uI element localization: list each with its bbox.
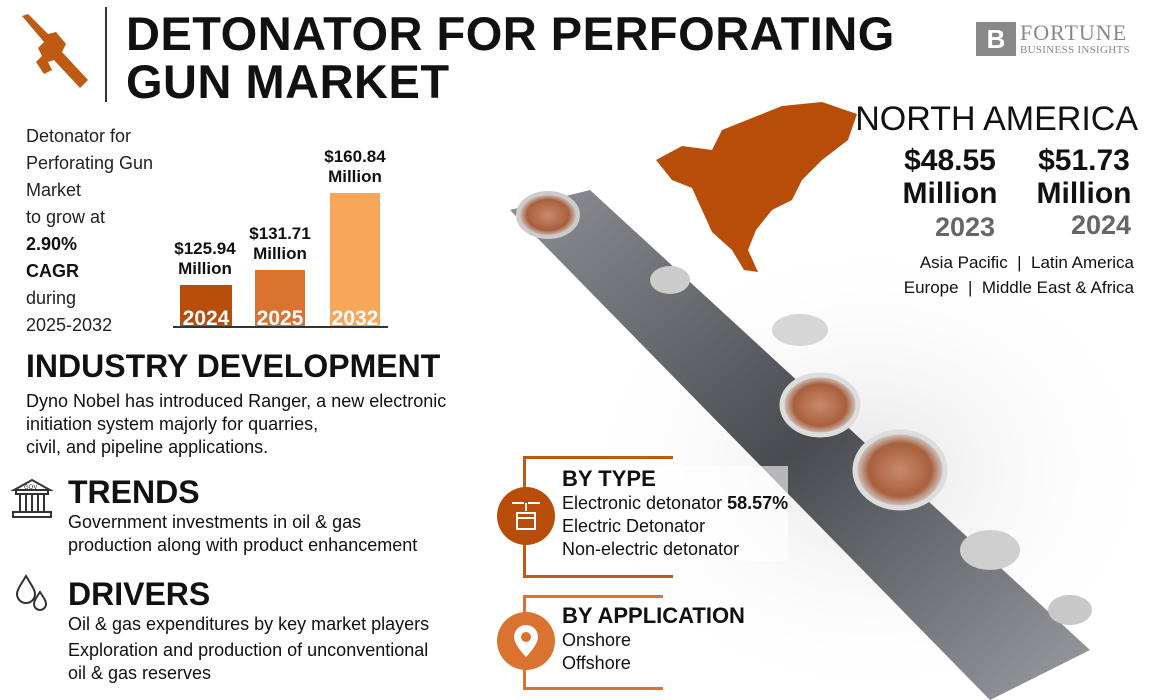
intro-text: Perforating Gun [26,153,154,173]
logo-brand: FORTUNE [1020,20,1128,45]
industry-line: Dyno Nobel has introduced Ranger, a new … [26,391,447,411]
industry-line: initiation system majorly for quarries, [26,414,319,434]
by-application-section: BY APPLICATION Onshore Offshore [562,603,745,675]
cagr-label: CAGR [26,261,79,281]
drivers-line: oil & gas reserves [68,663,212,683]
intro-text: to grow at [26,207,106,227]
value: $125.94 [174,238,236,258]
government-building-icon: GOV [10,478,54,525]
cagr-value: 2.90% [26,234,78,254]
intro-text: during [26,288,77,308]
drivers-line: Oil & gas expenditures by key market pla… [68,614,430,634]
type-item: Electronic detonator [562,493,723,513]
trends-text: Government investments in oil & gas produ… [68,511,417,557]
bar-2024: 2024 [180,284,232,330]
title-line: GUN MARKET [126,55,450,108]
by-type-heading: BY TYPE [562,466,656,491]
bar-value-label: $160.84 Million [305,147,405,187]
industry-line: civil, and pipeline applications. [26,437,269,457]
drivers-heading: DRIVERS [68,576,211,612]
industry-text: Dyno Nobel has introduced Ranger, a new … [26,390,446,459]
regions-line: Asia Pacific | Latin America [919,253,1134,272]
type-item: Electric Detonator [562,516,706,536]
other-regions: Asia Pacific | Latin America Europe | Mid… [904,250,1134,300]
year-2023: 2023 [934,212,996,242]
bar-category-label: 2025 [256,306,304,330]
divider [105,7,107,102]
year-2024: 2024 [1070,210,1132,240]
unit: Million [1036,177,1132,210]
svg-text:GOV: GOV [24,485,37,491]
region-value-2024: $51.73 Million [1014,144,1154,210]
perforating-gun-image [510,190,1160,700]
location-pin-icon [497,612,555,670]
value: $51.73 [1038,144,1130,177]
value: $160.84 [324,147,386,166]
value: $48.55 [904,144,996,177]
region-name: NORTH AMERICA [855,100,1138,138]
unit: Million [253,243,307,263]
bar-category-label: 2024 [182,306,230,330]
drivers-text: Oil & gas expenditures by key market pla… [68,613,429,685]
unit: Million [178,258,232,278]
rifle-icon [18,12,94,97]
page-title: DETONATOR FOR PERFORATING GUN MARKET [126,10,895,106]
trends-heading: TRENDS [68,474,200,510]
trends-line: production along with product enhancemen… [68,535,418,555]
intro-text: Detonator for [26,126,132,146]
chart-baseline [173,326,388,328]
oil-drops-icon [14,574,50,619]
value: $131.71 [249,223,311,243]
logo-mark: B [976,22,1016,56]
bar-2032: 2032 [330,193,380,330]
application-item: Onshore [562,630,632,650]
industry-heading: INDUSTRY DEVELOPMENT [26,348,441,384]
type-share: 58.57% [727,493,789,513]
cagr-summary: Detonator for Perforating Gun Market to … [26,123,153,339]
by-type-section: BY TYPE Electronic detonator 58.57% Elec… [562,466,789,561]
logo: B FORTUNE BUSINESS INSIGHTS [976,22,1130,56]
bar-2025: 2025 [255,269,305,330]
drivers-line: Exploration and production of unconventi… [68,640,429,660]
region-value-2023: $48.55 Million [880,144,1020,210]
unit: Million [902,177,998,210]
type-item: Non-electric detonator [562,539,740,559]
intro-text: Market [26,180,82,200]
regions-line: Europe | Middle East & Africa [903,278,1134,297]
trends-line: Government investments in oil & gas [68,512,362,532]
detonator-icon [497,487,555,545]
by-application-heading: BY APPLICATION [562,603,745,628]
north-america-map [652,100,867,285]
unit: Million [328,167,382,186]
title-line: DETONATOR FOR PERFORATING [126,7,895,60]
logo-sub: BUSINESS INSIGHTS [1020,44,1130,56]
application-item: Offshore [562,653,631,673]
bar-category-label: 2032 [331,307,379,330]
forecast-period: 2025-2032 [26,315,113,335]
bar-value-label: $131.71 Million [230,224,330,264]
bar-value-label: $125.94 Million [155,239,255,279]
